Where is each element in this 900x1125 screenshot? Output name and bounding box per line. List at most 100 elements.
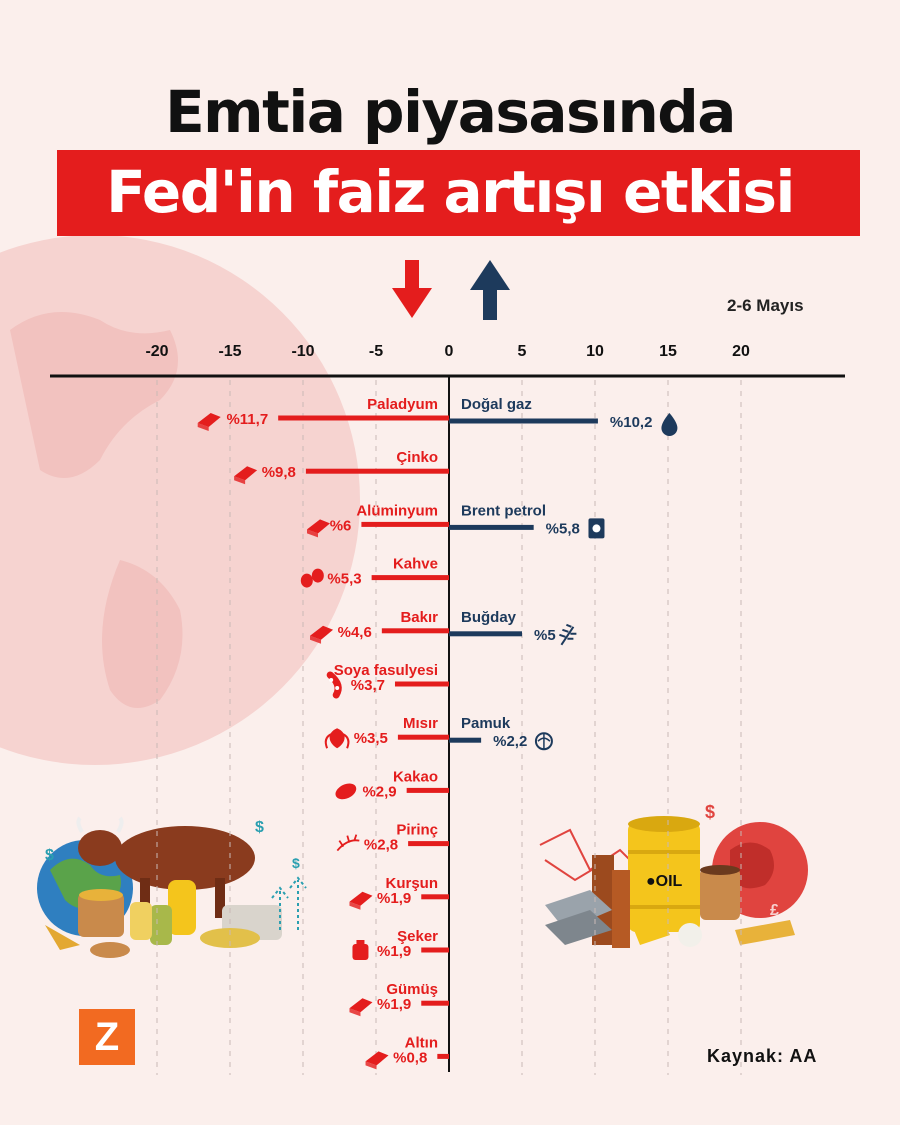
bar-negative [278,415,449,421]
bar-value-label: %3,5 [354,730,388,747]
svg-text:$: $ [292,855,300,871]
sugar-sack-icon [352,940,369,960]
copper-bar-icon [310,625,334,644]
tick-label: 15 [659,343,677,360]
oil-barrel-icon [588,518,605,539]
svg-text:●OIL: ●OIL [646,873,683,890]
lead-bars-icon [349,891,373,910]
title-line-1: Emtia piyasasında [165,78,736,146]
svg-text:$: $ [705,802,715,822]
neg-bar-group: Kahve %5,3 [300,556,449,588]
bar-category-label: Doğal gaz [461,396,532,413]
pos-bar-group: Brent petrol%5,8 [449,502,605,539]
bar-positive [449,737,482,743]
rice-icon [336,834,360,852]
gold-bars-icon [365,1051,389,1070]
bar-category-label: Paladyum [367,396,438,413]
bar-negative [381,628,449,634]
bar-category-label: Pamuk [461,715,511,732]
bar-value-label: %2,2 [493,733,527,750]
bar-negative [421,894,449,900]
svg-text:£: £ [770,902,779,919]
bar-value-label: %2,9 [362,783,396,800]
bar-value-label: %11,7 [226,411,268,428]
tick-label: -15 [218,343,241,360]
bar-value-label: %9,8 [262,464,296,481]
brand-logo: Z [79,1009,135,1065]
bar-category-label: Soya fasulyesi [334,662,438,679]
bar-value-label: %2,8 [364,837,398,854]
bar-category-label: Mısır [403,715,438,732]
bar-category-label: Kakao [393,768,438,785]
tick-label: -10 [291,343,314,360]
tick-label: -20 [145,343,168,360]
bar-value-label: %3,7 [351,677,385,694]
bar-category-label: Pirinç [396,822,438,839]
tick-label: 20 [732,343,750,360]
cotton-icon [534,732,553,751]
source-label: Kaynak: AA [707,1046,818,1066]
bar-category-label: Buğday [461,609,517,626]
soybean-icon [326,671,342,699]
ore-icon [234,466,258,485]
bar-negative [421,947,449,953]
bar-category-label: Kahve [393,556,438,573]
blocks-icon [307,519,330,538]
cocoa-icon [335,783,357,800]
neg-bar-group: Kakao%2,9 [335,768,449,800]
bar-negative [361,521,449,527]
neg-bar-group: Şeker%1,9 [352,928,449,960]
neg-bar-group: Soya fasulyesi%3,7 [326,662,449,699]
title-line-2: Fed'in faiz artışı etkisi [106,158,795,226]
bar-category-label: Şeker [397,928,438,945]
bar-category-label: Bakır [400,609,438,626]
agriculture-illustration: $ $ $ [37,816,307,958]
bar-negative [408,841,449,847]
bar-category-label: Çinko [396,449,438,466]
bar-positive [449,631,522,637]
pos-bar-group: Buğday %5 [449,609,577,646]
tick-label: 10 [586,343,604,360]
neg-bar-group: Bakır %4,6 [310,609,449,644]
neg-bar-group: Kurşun%1,9 [349,875,449,910]
bar-value-label: %1,9 [377,890,411,907]
flame-drop-icon [661,413,678,436]
bar-negative [437,1053,449,1059]
neg-bar-group: Mısır %3,5 [324,715,449,749]
neg-bar-group: Altın%0,8 [365,1034,449,1070]
neg-bar-group: Pirinç%2,8 [336,822,449,854]
pos-bar-group: Pamuk%2,2 [449,715,553,751]
pos-bar-group: Doğal gaz %10,2 [449,396,678,436]
coffee-beans-icon [300,568,324,588]
title-banner [57,150,860,236]
bar-value-label: %0,8 [393,1049,427,1066]
svg-text:$: $ [45,847,54,864]
bar-category-label: Kurşun [386,875,439,892]
tick-label: 0 [445,343,454,360]
bar-value-label: %5 [534,627,556,644]
energy-metals-illustration: $ £ ●OIL [539,802,808,948]
neg-bar-group: Alüminyum%6 [307,502,449,538]
bar-negative [406,787,449,793]
bar-category-label: Brent petrol [461,502,546,519]
date-label: 2-6 Mayıs [727,296,804,315]
neg-bar-group: Gümüş%1,9 [349,981,449,1017]
bar-negative [371,575,449,581]
bar-value-label: %1,9 [377,943,411,960]
svg-text:$: $ [255,819,264,836]
neg-bar-group: Paladyum %11,7 [197,396,449,431]
bar-positive [449,524,534,530]
bar-category-label: Gümüş [386,981,438,998]
bar-category-label: Altın [405,1034,438,1051]
bar-negative [305,468,449,474]
bar-value-label: %4,6 [338,624,372,641]
up-arrow-icon [470,260,510,320]
corn-icon [324,728,350,749]
tick-label: 5 [518,343,527,360]
bar-negative [397,734,449,740]
wheat-icon [559,623,577,646]
bars-icon [197,413,221,431]
bar-value-label: %1,9 [377,996,411,1013]
